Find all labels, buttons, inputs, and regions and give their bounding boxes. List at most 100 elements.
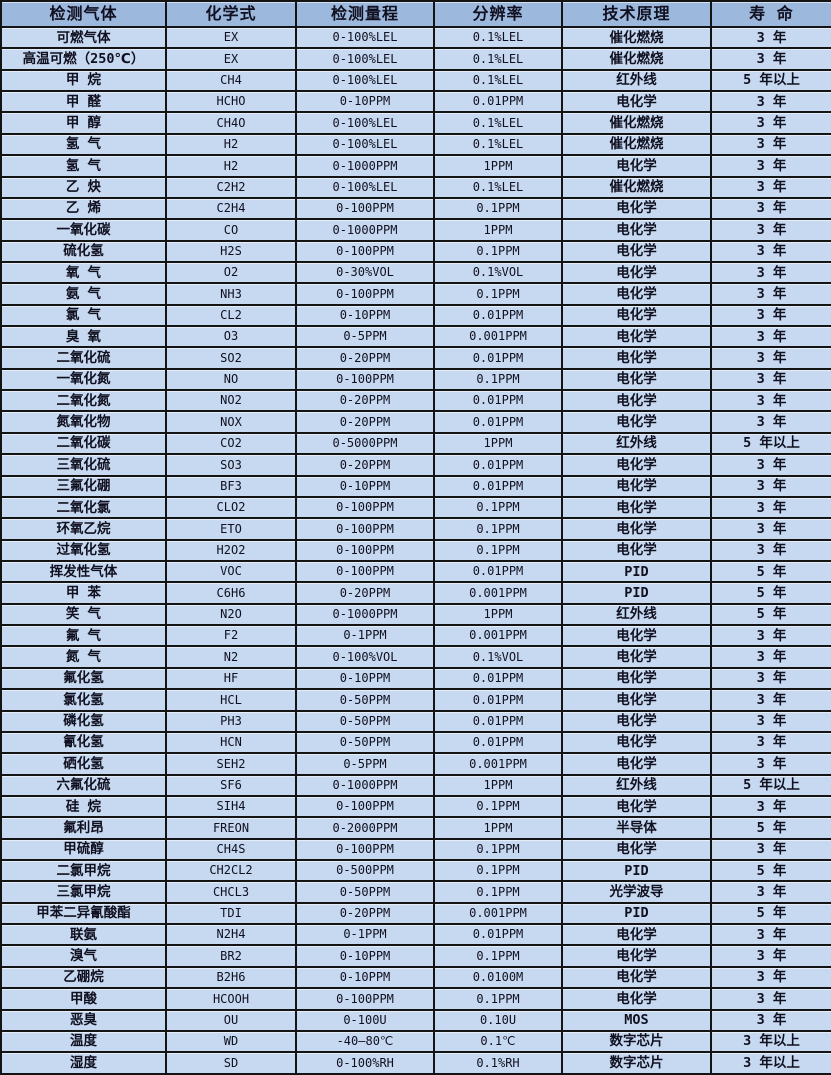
formula-cell: BR2 — [165, 944, 297, 968]
gas-name-cell: 挥发性气体 — [0, 559, 167, 584]
principle-cell: 红外线 — [561, 431, 712, 456]
principle-cell: 电化学 — [561, 666, 712, 691]
lifespan-cell: 3 年 — [710, 688, 831, 712]
resolution-cell: 0.01PPM — [433, 709, 563, 733]
range-cell: 0-20PPM — [295, 581, 435, 605]
lifespan-cell: 3 年 — [710, 538, 831, 563]
lifespan-cell: 3 年 — [710, 132, 831, 157]
principle-cell: 电化学 — [561, 688, 712, 712]
gas-name-cell: 过氧化氢 — [0, 538, 167, 563]
column-header-gas: 检测气体 — [0, 0, 167, 28]
range-cell: 0-1000PPM — [295, 154, 435, 178]
formula-cell: HCL — [165, 688, 297, 712]
table-row: 氯化氢 HCL 0-50PPM 0.01PPM 电化学 3 年 — [0, 688, 831, 712]
formula-cell: HCOOH — [165, 987, 297, 1011]
gas-name-cell: 一氧化氮 — [0, 367, 167, 392]
table-row: 温度 WD -40—80℃ 0.1℃ 数字芯片 3 年以上 — [0, 1029, 831, 1054]
principle-cell: 电化学 — [561, 987, 712, 1011]
resolution-cell: 0.1%LEL — [433, 68, 563, 93]
principle-cell: 电化学 — [561, 645, 712, 669]
principle-cell: 电化学 — [561, 218, 712, 242]
resolution-cell: 0.1PPM — [433, 495, 563, 520]
formula-cell: C6H6 — [165, 581, 297, 605]
gas-name-cell: 甲硫醇 — [0, 837, 167, 862]
lifespan-cell: 3 年 — [710, 303, 831, 328]
formula-cell: PH3 — [165, 709, 297, 733]
lifespan-cell: 3 年 — [710, 709, 831, 733]
table-row: 联氨 N2H4 0-1PPM 0.01PPM 电化学 3 年 — [0, 923, 831, 947]
gas-name-cell: 氮氧化物 — [0, 410, 167, 434]
principle-cell: 红外线 — [561, 773, 712, 797]
principle-cell: 红外线 — [561, 68, 712, 93]
table-row: 挥发性气体 VOC 0-100PPM 0.01PPM PID 5 年 — [0, 559, 831, 584]
resolution-cell: 0.1PPM — [433, 282, 563, 306]
principle-cell: 电化学 — [561, 794, 712, 819]
formula-cell: EX — [165, 25, 297, 50]
table-row: 氢 气 H2 0-1000PPM 1PPM 电化学 3 年 — [0, 154, 831, 178]
principle-cell: 电化学 — [561, 346, 712, 370]
table-row: 恶臭 OU 0-100U 0.10U MOS 3 年 — [0, 1008, 831, 1032]
principle-cell: 数字芯片 — [561, 1029, 712, 1054]
principle-cell: 电化学 — [561, 624, 712, 648]
formula-cell: OU — [165, 1008, 297, 1032]
formula-cell: SD — [165, 1051, 297, 1075]
table-header-row: 检测气体 化学式 检测量程 分辨率 技术原理 寿 命 — [0, 0, 831, 28]
resolution-cell: 0.01PPM — [433, 923, 563, 947]
range-cell: 0-100PPM — [295, 196, 435, 221]
gas-name-cell: 笑 气 — [0, 602, 167, 627]
table-row: 氨 气 NH3 0-100PPM 0.1PPM 电化学 3 年 — [0, 282, 831, 306]
lifespan-cell: 3 年 — [710, 645, 831, 669]
resolution-cell: 0.01PPM — [433, 688, 563, 712]
range-cell: 0-100PPM — [295, 495, 435, 520]
gas-name-cell: 二氧化硫 — [0, 346, 167, 370]
resolution-cell: 1PPM — [433, 218, 563, 242]
formula-cell: CH4O — [165, 111, 297, 135]
principle-cell: 电化学 — [561, 90, 712, 114]
gas-name-cell: 乙 炔 — [0, 175, 167, 199]
lifespan-cell: 5 年以上 — [710, 431, 831, 456]
resolution-cell: 0.0100M — [433, 965, 563, 990]
lifespan-cell: 5 年以上 — [710, 68, 831, 93]
range-cell: 0-10PPM — [295, 303, 435, 328]
range-cell: 0-100PPM — [295, 239, 435, 263]
lifespan-cell: 3 年 — [710, 987, 831, 1011]
table-row: 氮 气 N2 0-100%VOL 0.1%VOL 电化学 3 年 — [0, 645, 831, 669]
range-cell: 0-5PPM — [295, 752, 435, 776]
formula-cell: SIH4 — [165, 794, 297, 819]
lifespan-cell: 3 年 — [710, 346, 831, 370]
range-cell: 0-100PPM — [295, 837, 435, 862]
resolution-cell: 0.01PPM — [433, 346, 563, 370]
lifespan-cell: 3 年 — [710, 47, 831, 71]
range-cell: 0-10PPM — [295, 965, 435, 990]
formula-cell: NO2 — [165, 389, 297, 413]
table-row: 甲 醇 CH4O 0-100%LEL 0.1%LEL 催化燃烧 3 年 — [0, 111, 831, 135]
gas-name-cell: 二氧化氯 — [0, 495, 167, 520]
table-row: 三氯甲烷 CHCL3 0-50PPM 0.1PPM 光学波导 3 年 — [0, 880, 831, 904]
table-row: 甲硫醇 CH4S 0-100PPM 0.1PPM 电化学 3 年 — [0, 837, 831, 862]
table-row: 甲 醛 HCHO 0-10PPM 0.01PPM 电化学 3 年 — [0, 90, 831, 114]
lifespan-cell: 5 年 — [710, 581, 831, 605]
gas-name-cell: 乙 烯 — [0, 196, 167, 221]
table-row: 硫化氢 H2S 0-100PPM 0.1PPM 电化学 3 年 — [0, 239, 831, 263]
formula-cell: B2H6 — [165, 965, 297, 990]
lifespan-cell: 3 年 — [710, 196, 831, 221]
lifespan-cell: 3 年 — [710, 474, 831, 498]
range-cell: 0-1PPM — [295, 624, 435, 648]
principle-cell: 催化燃烧 — [561, 132, 712, 157]
table-row: 可燃气体 EX 0-100%LEL 0.1%LEL 催化燃烧 3 年 — [0, 25, 831, 50]
range-cell: 0-100%VOL — [295, 645, 435, 669]
formula-cell: N2H4 — [165, 923, 297, 947]
formula-cell: CH2CL2 — [165, 858, 297, 883]
principle-cell: PID — [561, 858, 712, 883]
gas-name-cell: 二氧化氮 — [0, 389, 167, 413]
formula-cell: CLO2 — [165, 495, 297, 520]
range-cell: -40—80℃ — [295, 1029, 435, 1054]
range-cell: 0-100%LEL — [295, 68, 435, 93]
gas-name-cell: 氟 气 — [0, 624, 167, 648]
gas-name-cell: 三氯甲烷 — [0, 880, 167, 904]
range-cell: 0-50PPM — [295, 730, 435, 755]
range-cell: 0-20PPM — [295, 346, 435, 370]
resolution-cell: 0.1%LEL — [433, 25, 563, 50]
gas-name-cell: 甲 苯 — [0, 581, 167, 605]
